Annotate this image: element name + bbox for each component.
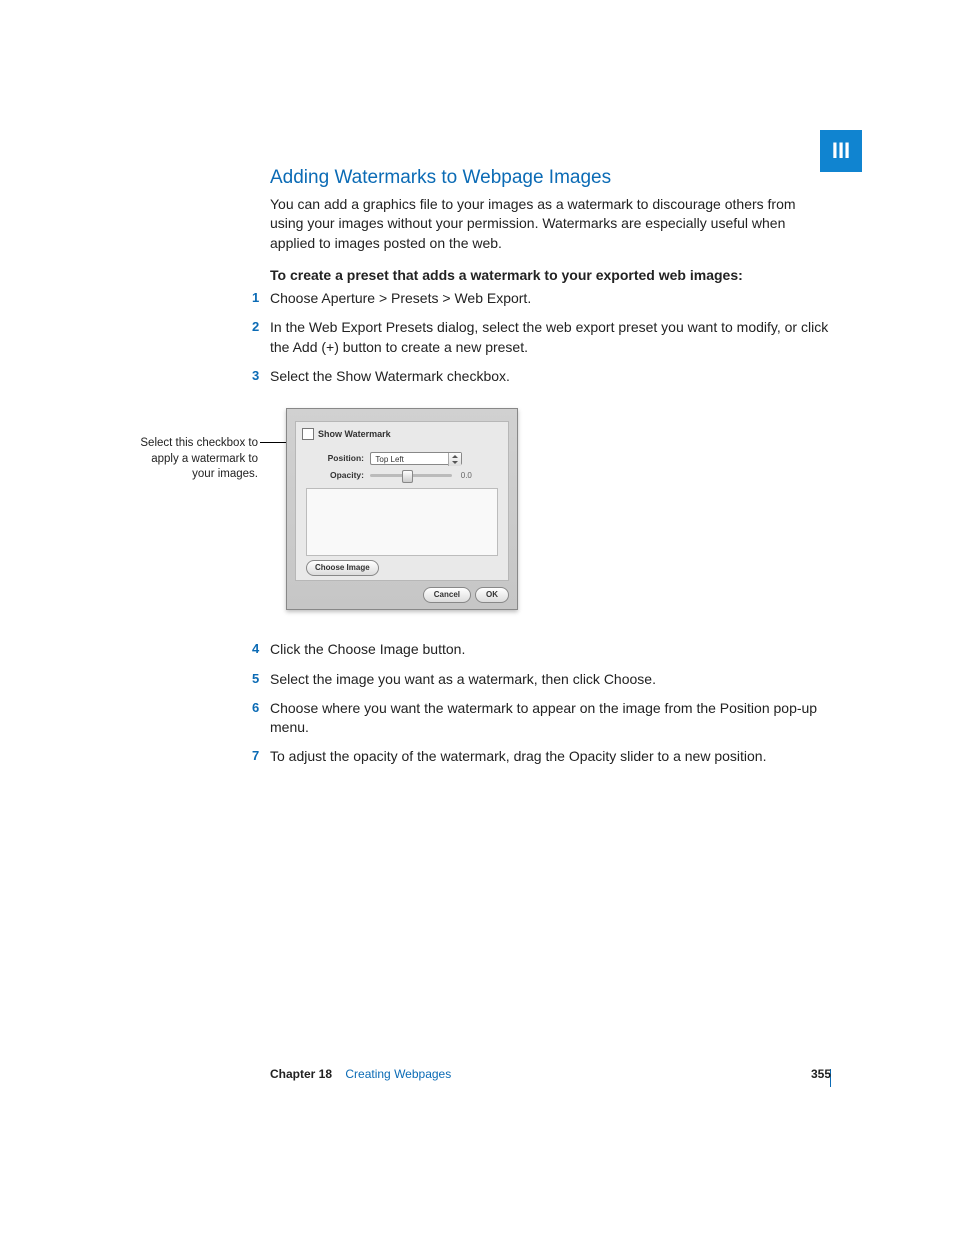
step-number: 3 bbox=[252, 367, 259, 385]
opacity-row: Opacity: 0.0 bbox=[324, 470, 472, 480]
dialog-inner-panel: Show Watermark Position: Top Left Opacit… bbox=[295, 421, 509, 581]
step-number: 4 bbox=[252, 640, 259, 658]
show-watermark-label: Show Watermark bbox=[318, 429, 391, 439]
choose-image-button[interactable]: Choose Image bbox=[306, 560, 379, 576]
step-text: Choose where you want the watermark to a… bbox=[270, 700, 817, 735]
cancel-button[interactable]: Cancel bbox=[423, 587, 471, 603]
main-content: Adding Watermarks to Webpage Images You … bbox=[270, 167, 830, 777]
ok-button[interactable]: OK bbox=[475, 587, 509, 603]
step-item: 3Select the Show Watermark checkbox. bbox=[270, 367, 830, 386]
step-item: 7To adjust the opacity of the watermark,… bbox=[270, 747, 830, 766]
callout-text: Select this checkbox to apply a watermar… bbox=[130, 436, 258, 483]
steps-list-bottom: 4Click the Choose Image button. 5Select … bbox=[270, 640, 830, 767]
step-item: 1Choose Aperture > Presets > Web Export. bbox=[270, 289, 830, 308]
chapter-title: Creating Webpages bbox=[345, 1067, 451, 1081]
part-tab: III bbox=[820, 130, 862, 172]
page-number: 355 bbox=[811, 1067, 831, 1081]
figure-row: Select this checkbox to apply a watermar… bbox=[130, 408, 830, 618]
step-text: Choose Aperture > Presets > Web Export. bbox=[270, 290, 531, 306]
opacity-slider[interactable] bbox=[370, 474, 452, 477]
opacity-value: 0.0 bbox=[461, 471, 472, 480]
step-item: 5Select the image you want as a watermar… bbox=[270, 670, 830, 689]
step-text: Select the Show Watermark checkbox. bbox=[270, 368, 510, 384]
step-item: 2In the Web Export Presets dialog, selec… bbox=[270, 318, 830, 357]
position-label: Position: bbox=[324, 453, 364, 463]
callout-leader-line bbox=[260, 442, 286, 443]
step-number: 7 bbox=[252, 747, 259, 765]
footer-left: Chapter 18 Creating Webpages bbox=[270, 1067, 451, 1081]
step-text: Click the Choose Image button. bbox=[270, 641, 465, 657]
step-item: 6Choose where you want the watermark to … bbox=[270, 699, 830, 738]
opacity-label: Opacity: bbox=[324, 470, 364, 480]
section-heading: Adding Watermarks to Webpage Images bbox=[270, 167, 830, 189]
show-watermark-checkbox[interactable] bbox=[302, 428, 314, 440]
opacity-slider-thumb[interactable] bbox=[402, 470, 413, 483]
step-number: 1 bbox=[252, 289, 259, 307]
position-popup[interactable]: Top Left bbox=[370, 452, 462, 465]
step-number: 2 bbox=[252, 318, 259, 336]
lead-in: To create a preset that adds a watermark… bbox=[270, 267, 830, 283]
chevron-updown-icon bbox=[448, 453, 461, 466]
steps-list-top: 1Choose Aperture > Presets > Web Export.… bbox=[270, 289, 830, 386]
watermark-dialog: Show Watermark Position: Top Left Opacit… bbox=[286, 408, 518, 610]
page-footer: Chapter 18 Creating Webpages 355 bbox=[270, 1067, 831, 1081]
step-number: 6 bbox=[252, 699, 259, 717]
position-row: Position: Top Left bbox=[324, 452, 462, 465]
dialog-button-row: Cancel OK bbox=[423, 587, 509, 603]
step-number: 5 bbox=[252, 670, 259, 688]
step-text: In the Web Export Presets dialog, select… bbox=[270, 319, 828, 354]
chapter-label: Chapter 18 bbox=[270, 1067, 332, 1081]
step-text: To adjust the opacity of the watermark, … bbox=[270, 748, 766, 764]
step-item: 4Click the Choose Image button. bbox=[270, 640, 830, 659]
position-value: Top Left bbox=[375, 455, 403, 464]
watermark-preview-area bbox=[306, 488, 498, 556]
step-text: Select the image you want as a watermark… bbox=[270, 671, 656, 687]
intro-paragraph: You can add a graphics file to your imag… bbox=[270, 195, 830, 253]
show-watermark-row: Show Watermark bbox=[302, 428, 391, 440]
